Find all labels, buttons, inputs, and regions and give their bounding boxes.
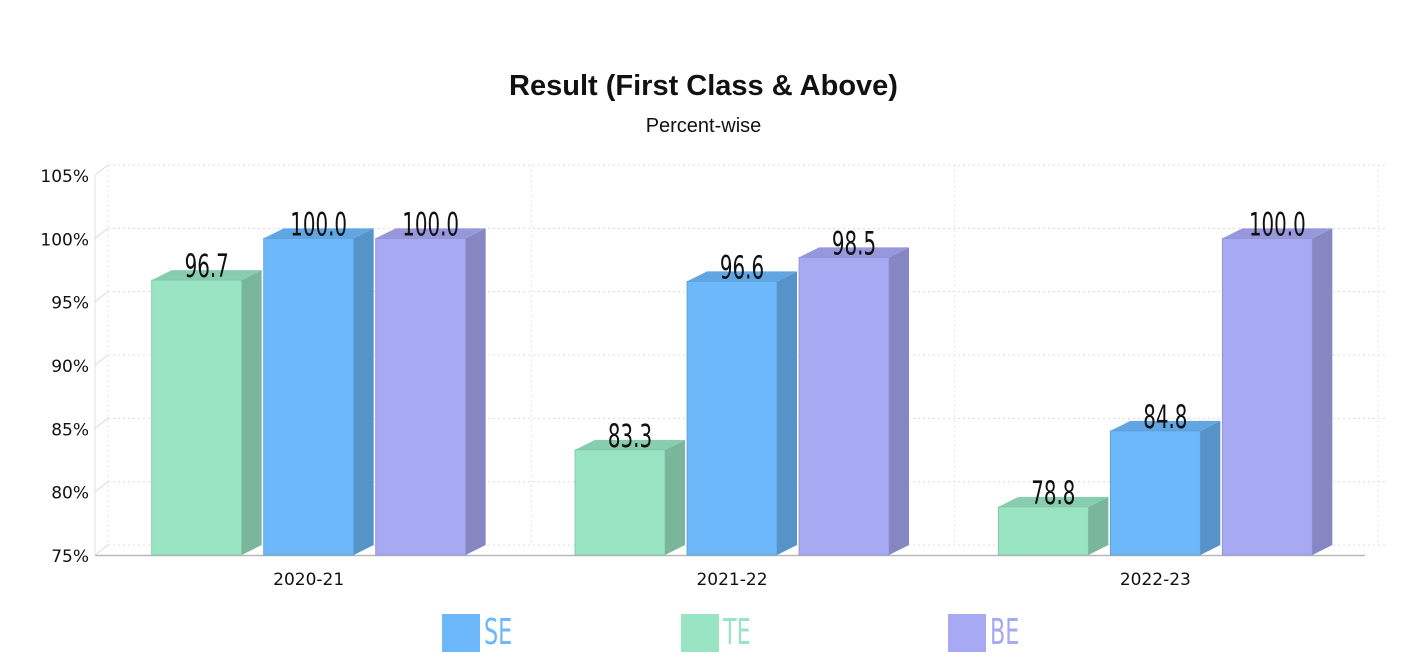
bar-te-2020-21 — [151, 279, 243, 556]
legend-swatch — [681, 614, 719, 652]
bar-be-2022-23 — [1221, 237, 1313, 556]
bar-top-se — [1110, 420, 1221, 431]
data-label: 83.3 — [608, 418, 652, 455]
legend-label: TE — [723, 612, 751, 653]
bar-side-be — [465, 228, 486, 556]
chart-subtitle: Percent-wise — [645, 115, 762, 137]
bar-top-te — [998, 496, 1109, 507]
data-label: 78.8 — [1031, 475, 1075, 512]
data-label: 100.0 — [402, 206, 459, 243]
y-tick-label: 75% — [51, 547, 89, 567]
y-tick-label: 105% — [40, 167, 89, 187]
legend-label: SE — [484, 612, 513, 653]
bar-top-be — [375, 228, 486, 239]
legend-item-se[interactable]: SE — [442, 612, 530, 654]
bar-top-te — [151, 270, 262, 281]
chart-title: Result (First Class & Above) — [509, 70, 898, 102]
bar-side-se — [1200, 420, 1221, 555]
data-label: 96.6 — [720, 250, 764, 287]
data-label: 100.0 — [1249, 206, 1306, 243]
bar-top-be — [1222, 228, 1333, 239]
data-label: 98.5 — [832, 225, 876, 262]
bar-top-te — [575, 439, 685, 450]
grid-line — [94, 481, 109, 493]
grid-line — [94, 227, 109, 239]
bar-side-te — [241, 270, 262, 555]
bar-be-2020-21 — [375, 237, 467, 556]
y-tick-label: 85% — [51, 420, 89, 440]
bar-se-2021-22 — [686, 280, 778, 556]
bar-te-2021-22 — [574, 449, 666, 556]
y-tick-label: 95% — [51, 294, 89, 314]
data-label: 96.7 — [185, 248, 229, 285]
grid-line — [94, 354, 109, 366]
bar-te-2022-23 — [997, 506, 1089, 556]
y-tick-label: 100% — [40, 230, 89, 250]
bar-side-be — [889, 247, 909, 556]
legend-item-be[interactable]: BE — [948, 612, 1037, 654]
bar-top-se — [687, 271, 797, 282]
bar-top-be — [799, 247, 909, 258]
legend-swatch — [948, 614, 986, 652]
bar-side-se — [353, 228, 374, 556]
legend: SE TE BE — [0, 612, 1407, 654]
x-tick-label: 2021-22 — [696, 570, 767, 590]
data-label: 84.8 — [1143, 399, 1187, 436]
grid-line — [94, 164, 109, 176]
bar-top-se — [263, 228, 374, 239]
grid-line — [94, 291, 109, 303]
bar-side-be — [1312, 228, 1333, 556]
legend-label: BE — [990, 612, 1020, 653]
bar-side-te — [665, 439, 685, 555]
bar-side-se — [777, 271, 797, 555]
y-tick-label: 80% — [51, 484, 89, 504]
x-tick-label: 2022-23 — [1120, 570, 1191, 590]
grid-line — [94, 544, 109, 556]
data-label: 100.0 — [290, 206, 347, 243]
bar-be-2021-22 — [798, 256, 890, 556]
grid-line — [94, 417, 109, 429]
legend-swatch — [442, 614, 480, 652]
x-tick-label: 2020-21 — [273, 570, 344, 590]
legend-item-te[interactable]: TE — [681, 612, 768, 654]
bar-side-te — [1088, 496, 1109, 555]
y-tick-label: 90% — [51, 357, 89, 377]
bar-se-2022-23 — [1109, 430, 1201, 556]
bar-se-2020-21 — [263, 237, 355, 556]
